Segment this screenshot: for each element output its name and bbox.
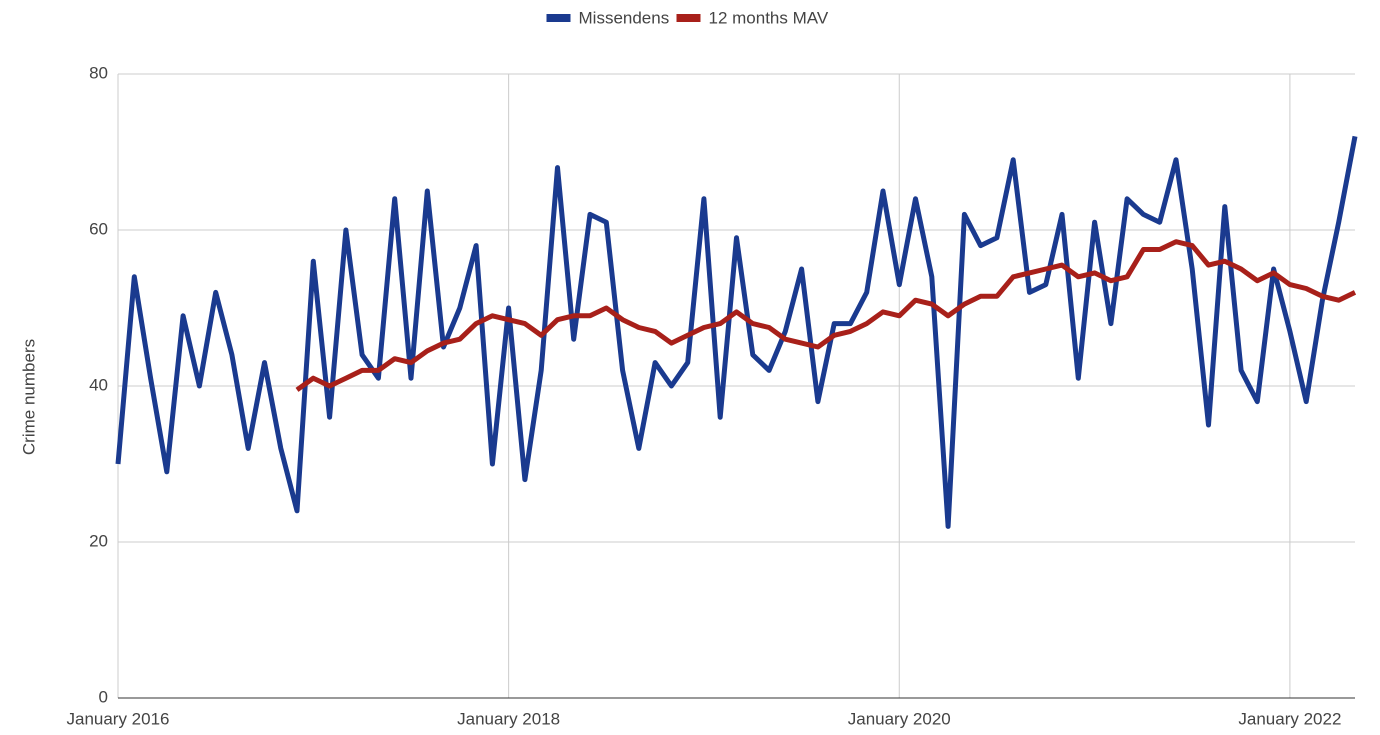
x-tick-label: January 2022 <box>1238 709 1341 728</box>
x-tick-label: January 2020 <box>848 709 951 728</box>
series-line <box>115 135 1358 529</box>
x-tick-label: January 2018 <box>457 709 560 728</box>
x-tick-label: January 2016 <box>66 709 169 728</box>
y-tick-label: 0 <box>99 687 108 706</box>
legend-label: 12 months MAV <box>709 8 829 27</box>
legend-swatch <box>546 14 571 22</box>
series-line <box>295 239 1357 392</box>
y-tick-label: 40 <box>89 375 108 394</box>
y-tick-label: 20 <box>89 531 108 550</box>
y-tick-label: 60 <box>89 219 108 238</box>
legend-label: Missendens <box>579 8 670 27</box>
legend-swatch <box>676 14 701 22</box>
y-axis-label: Crime numbers <box>19 339 38 455</box>
y-tick-label: 80 <box>89 63 108 82</box>
